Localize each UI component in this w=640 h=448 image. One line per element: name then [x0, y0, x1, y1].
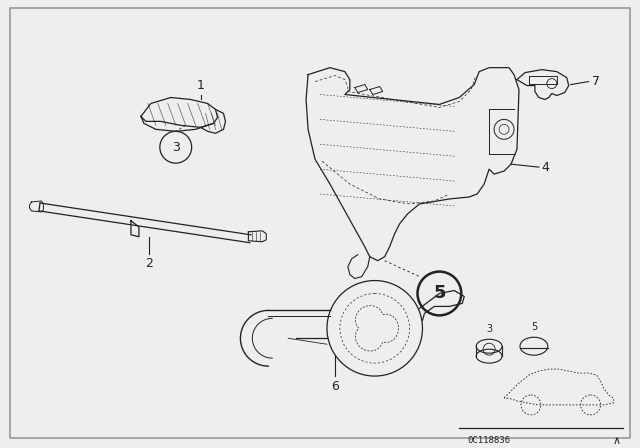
Text: 5: 5 — [531, 322, 537, 332]
Text: 6: 6 — [331, 380, 339, 393]
Text: ∧: ∧ — [612, 436, 620, 446]
Text: 3: 3 — [172, 141, 180, 154]
Text: 3: 3 — [486, 324, 492, 334]
Text: 5: 5 — [433, 284, 445, 302]
Text: 0C118836: 0C118836 — [467, 436, 510, 445]
Text: 4: 4 — [542, 161, 550, 174]
Text: 2: 2 — [145, 257, 153, 270]
Bar — [529, 76, 557, 84]
Text: 7: 7 — [591, 75, 600, 88]
Text: 1: 1 — [196, 78, 205, 91]
